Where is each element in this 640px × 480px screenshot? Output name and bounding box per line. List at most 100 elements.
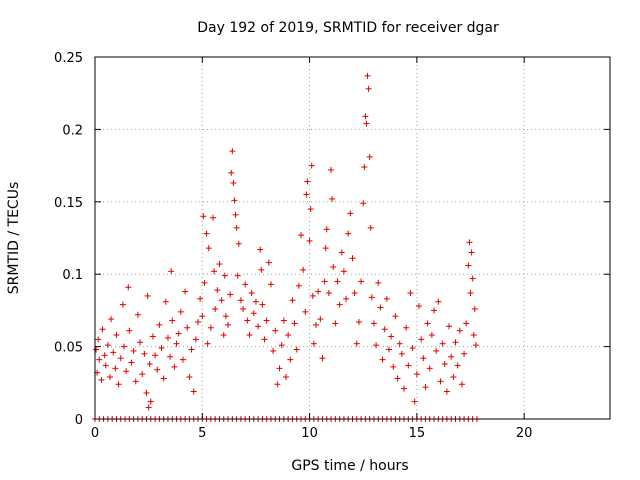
data-point — [328, 166, 335, 173]
x-tick-label: 5 — [198, 426, 206, 441]
x-axis-ticks: 0 5 10 15 20 — [91, 57, 532, 441]
data-point — [394, 375, 401, 382]
plot-frame — [94, 56, 611, 420]
data-point — [317, 316, 324, 323]
data-point — [201, 279, 208, 286]
data-point — [104, 342, 111, 349]
data-point — [381, 326, 388, 333]
data-point — [345, 230, 352, 237]
data-point — [272, 327, 279, 334]
data-point — [472, 342, 479, 349]
data-point — [141, 350, 148, 357]
data-point — [420, 355, 427, 362]
data-point — [413, 371, 420, 378]
data-point — [240, 305, 247, 312]
data-point — [218, 297, 225, 304]
data-point — [358, 278, 365, 285]
data-point — [233, 224, 240, 231]
data-point — [448, 353, 455, 360]
data-point — [175, 330, 182, 337]
data-point — [171, 363, 178, 370]
data-point — [228, 169, 235, 176]
data-point — [469, 275, 476, 282]
data-point — [411, 398, 418, 405]
data-point — [329, 195, 336, 202]
data-point — [463, 320, 470, 327]
y-tick-label: 0.05 — [54, 341, 83, 356]
data-point — [160, 375, 167, 382]
data-point — [332, 320, 339, 327]
data-point — [216, 261, 223, 268]
data-point — [162, 298, 169, 305]
data-point — [365, 85, 372, 92]
data-point — [343, 295, 350, 302]
data-point — [466, 239, 473, 246]
data-point — [126, 327, 133, 334]
data-point — [401, 385, 407, 392]
data-point — [437, 378, 444, 385]
data-point — [280, 317, 287, 324]
data-point — [456, 327, 463, 334]
x-tick-label: 10 — [301, 426, 318, 441]
data-point — [321, 278, 328, 285]
data-point — [298, 232, 304, 239]
data-point — [467, 290, 474, 297]
data-point — [242, 281, 249, 288]
data-point — [465, 262, 472, 269]
data-point — [220, 332, 227, 339]
y-tick-label: 0 — [75, 413, 83, 428]
data-point — [461, 350, 468, 357]
data-point — [93, 346, 100, 353]
data-point — [146, 360, 153, 367]
data-point — [120, 343, 127, 350]
data-point — [276, 365, 283, 372]
data-point — [282, 374, 289, 381]
data-point — [128, 359, 135, 366]
data-point — [210, 214, 217, 221]
data-point — [139, 371, 146, 378]
data-point — [186, 374, 193, 381]
x-tick-label: 0 — [91, 426, 99, 441]
data-point — [267, 281, 274, 288]
data-point — [452, 339, 459, 346]
y-tick-label: 0.1 — [62, 268, 83, 283]
data-point — [385, 346, 392, 353]
data-point — [96, 356, 103, 363]
data-point — [424, 320, 431, 327]
data-point — [200, 213, 207, 220]
data-point — [248, 290, 255, 297]
y-tick-label: 0.2 — [62, 123, 83, 138]
data-point — [405, 362, 412, 369]
data-point — [307, 206, 314, 213]
data-point — [388, 333, 395, 340]
data-point — [315, 288, 322, 295]
data-point — [334, 278, 341, 285]
data-point — [458, 381, 465, 388]
data-point — [300, 266, 307, 273]
data-point — [366, 153, 373, 160]
data-point — [123, 368, 130, 375]
data-point — [435, 298, 442, 305]
data-point — [323, 226, 330, 233]
data-point — [237, 297, 244, 304]
data-point — [375, 279, 382, 286]
data-point — [179, 356, 186, 363]
data-point — [302, 308, 309, 315]
data-point — [167, 353, 174, 360]
data-point — [211, 268, 218, 275]
data-point — [450, 374, 457, 381]
data-point — [119, 301, 126, 308]
data-point — [441, 360, 448, 367]
data-point — [398, 350, 405, 357]
data-point — [338, 249, 345, 256]
data-point — [231, 197, 238, 204]
data-point — [291, 320, 298, 327]
data-point — [229, 148, 236, 155]
data-point — [325, 290, 332, 297]
data-point — [340, 268, 347, 275]
data-point — [407, 290, 414, 297]
data-point — [204, 340, 211, 347]
data-point — [468, 249, 475, 256]
data-point — [113, 332, 120, 339]
